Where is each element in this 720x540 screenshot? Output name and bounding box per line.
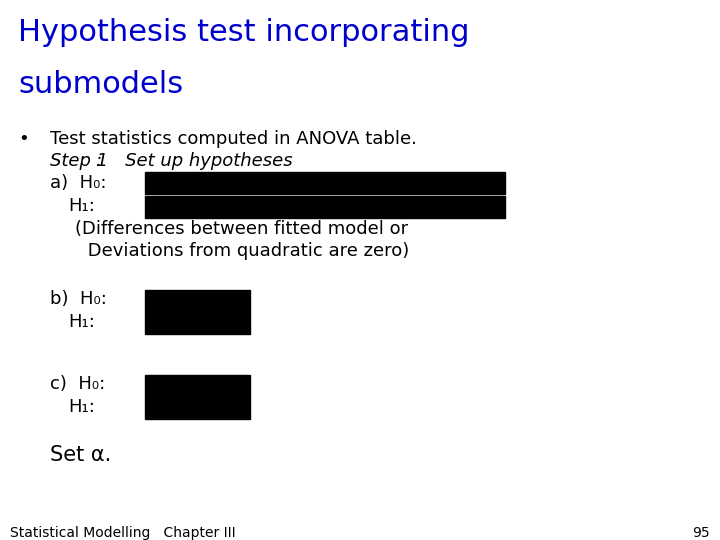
Text: Test statistics computed in ANOVA table.: Test statistics computed in ANOVA table.	[50, 130, 417, 148]
Text: c)  H₀:: c) H₀:	[50, 375, 105, 393]
Bar	[145, 290, 250, 334]
Text: Step 1: Step 1	[50, 152, 108, 170]
Text: :    Set up hypotheses: : Set up hypotheses	[96, 152, 292, 170]
Text: a)  H₀:: a) H₀:	[50, 174, 107, 192]
Bar	[145, 172, 505, 194]
Text: Set α.: Set α.	[50, 445, 112, 465]
Text: (Differences between fitted model or: (Differences between fitted model or	[75, 220, 408, 238]
Text: submodels: submodels	[18, 70, 183, 99]
Text: Statistical Modelling   Chapter III: Statistical Modelling Chapter III	[10, 526, 235, 540]
Text: H₁:: H₁:	[68, 197, 95, 215]
Text: b)  H₀:: b) H₀:	[50, 290, 107, 308]
Text: •: •	[18, 130, 29, 148]
Text: Hypothesis test incorporating: Hypothesis test incorporating	[18, 18, 469, 47]
Text: 95: 95	[693, 526, 710, 540]
Text: Deviations from quadratic are zero): Deviations from quadratic are zero)	[82, 242, 409, 260]
Text: H₁:: H₁:	[68, 313, 95, 331]
Text: H₁:: H₁:	[68, 398, 95, 416]
Bar	[145, 375, 250, 419]
Bar	[145, 196, 505, 218]
